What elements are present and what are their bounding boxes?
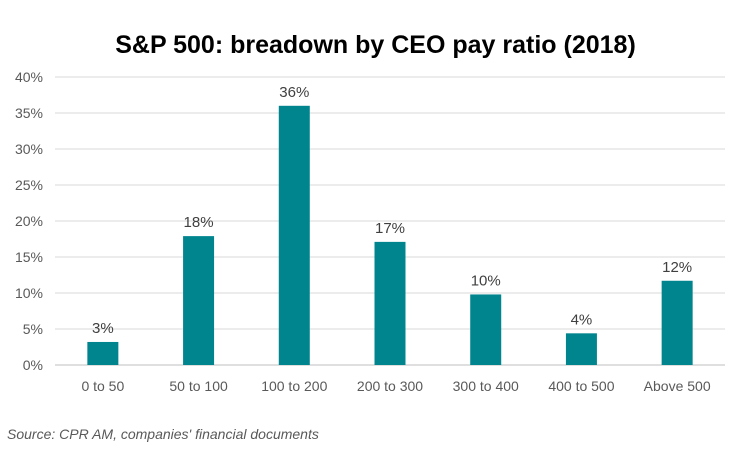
x-tick-label: 400 to 500 — [548, 378, 614, 394]
bars — [87, 105, 693, 366]
data-labels: 3% 18% 36% 17% 10% 4% 12% — [92, 84, 692, 337]
x-tick-label: 0 to 50 — [81, 378, 124, 394]
data-label: 36% — [279, 84, 309, 101]
x-tick-label: 300 to 400 — [453, 378, 519, 394]
y-tick-label: 40% — [15, 69, 43, 85]
bar — [565, 333, 597, 365]
data-label: 3% — [92, 320, 114, 337]
x-tick-label: 100 to 200 — [261, 378, 327, 394]
bar — [183, 236, 215, 365]
bar — [470, 294, 502, 365]
data-label: 18% — [184, 214, 214, 231]
x-axis-categories: 0 to 50 50 to 100 100 to 200 200 to 300 300 … — [81, 378, 710, 394]
bar — [278, 105, 310, 366]
y-tick-label: 35% — [15, 105, 43, 121]
bar — [661, 280, 693, 365]
chart-title: S&P 500: breadown by CEO pay ratio (2018… — [115, 31, 636, 59]
y-tick-label: 30% — [15, 141, 43, 157]
y-tick-label: 10% — [15, 285, 43, 301]
x-tick-label: Above 500 — [644, 378, 711, 394]
data-label: 4% — [571, 311, 593, 328]
y-tick-label: 25% — [15, 177, 43, 193]
data-label: 10% — [471, 272, 501, 289]
y-tick-label: 0% — [23, 357, 43, 373]
x-tick-label: 200 to 300 — [357, 378, 423, 394]
x-tick-label: 50 to 100 — [169, 378, 228, 394]
data-label: 12% — [662, 259, 692, 276]
bar — [87, 341, 119, 365]
data-label: 17% — [375, 220, 405, 237]
y-axis-ticks: 0% 5% 10% 15% 20% 25% 30% 35% 40% — [15, 69, 43, 373]
bar — [374, 241, 406, 365]
y-tick-label: 20% — [15, 213, 43, 229]
y-tick-label: 5% — [23, 321, 43, 337]
source-note: Source: CPR AM, companies' financial doc… — [7, 426, 319, 442]
y-tick-label: 15% — [15, 249, 43, 265]
